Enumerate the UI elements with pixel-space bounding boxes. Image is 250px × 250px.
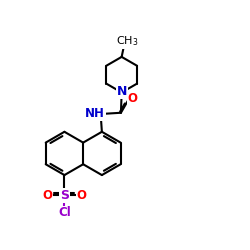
Text: O: O bbox=[76, 189, 86, 202]
Text: O: O bbox=[127, 92, 137, 106]
Text: NH: NH bbox=[85, 107, 105, 120]
Text: O: O bbox=[42, 189, 52, 202]
Text: S: S bbox=[60, 189, 69, 202]
Text: N: N bbox=[116, 85, 127, 98]
Text: CH$_3$: CH$_3$ bbox=[116, 34, 138, 48]
Text: Cl: Cl bbox=[58, 206, 71, 220]
